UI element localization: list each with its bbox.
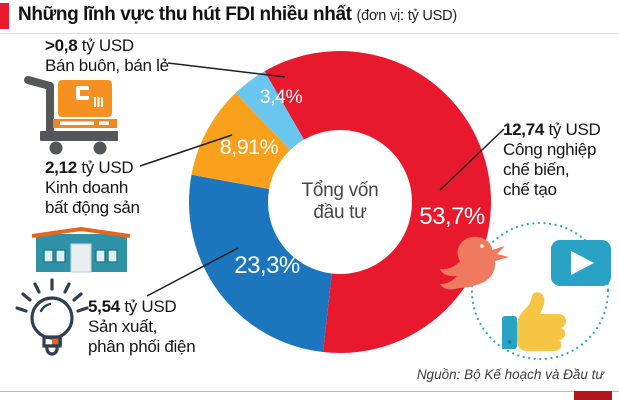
manufacturing-desc2: chế biến, [503, 160, 570, 179]
brand-mark [574, 391, 612, 400]
power-value: 5,54 [88, 297, 120, 316]
label-retail: >0,8 tỷ USD Bán buôn, bán lẻ [45, 36, 169, 76]
callout-line-retail [167, 62, 286, 78]
dotted-circle-decoration [470, 221, 610, 361]
percent-label: 53,7% [419, 203, 485, 230]
donut-slice-3 [191, 92, 291, 190]
percent-labels: 53,7% 23,3% 8,91% 3,4% [220, 86, 486, 279]
power-desc2: phân phối điện [88, 337, 196, 356]
header-divider [0, 33, 619, 34]
page-title-text: Những lĩnh vực thu hút FDI nhiều nhất [18, 4, 352, 25]
center-line2: đầu tư [313, 202, 367, 223]
lightbulb-icon [15, 278, 89, 356]
play-button-icon [551, 240, 611, 286]
donut-slices [189, 50, 492, 353]
realestate-value-line: 2,12 tỷ USD [45, 158, 140, 178]
donut-center-label: Tổng vốn đầu tư [265, 180, 415, 224]
callout-line-power [146, 247, 239, 297]
realestate-unit: tỷ USD [76, 158, 134, 177]
title-accent-bar [0, 3, 9, 29]
retail-desc: Bán buôn, bán lẻ [45, 56, 169, 75]
realestate-desc2: bất động sản [45, 198, 140, 217]
realestate-desc1: Kinh doanh [45, 178, 129, 197]
retail-value: >0,8 [45, 36, 78, 55]
power-desc1: Sản xuất, [88, 317, 158, 336]
retail-value-line: >0,8 tỷ USD [45, 36, 169, 56]
donut-slice-2 [189, 174, 332, 353]
page-title-unit: (đơn vị: tỷ USD) [356, 8, 458, 24]
center-line1: Tổng vốn [301, 180, 379, 201]
thumbs-up-icon [502, 292, 566, 351]
donut-slice-1 [264, 50, 492, 353]
callout-lines [139, 62, 505, 297]
warehouse-icon [31, 226, 131, 273]
percent-label: 23,3% [234, 252, 300, 279]
callout-line-manufacturing [439, 128, 505, 191]
percent-label: 3,4% [260, 86, 303, 108]
callout-line-realestate [139, 134, 233, 167]
page-title: Những lĩnh vực thu hút FDI nhiều nhất (đ… [18, 4, 457, 26]
power-unit: tỷ USD [119, 297, 177, 316]
bird-icon [440, 236, 509, 290]
manufacturing-unit: tỷ USD [544, 120, 601, 139]
donut-slice-4 [235, 71, 304, 150]
warehouse-door [70, 243, 92, 273]
manufacturing-desc1: Công nghiệp [503, 140, 597, 159]
play-triangle [571, 251, 594, 275]
bird-eye [480, 244, 484, 248]
manufacturing-desc3: chế tạo [503, 180, 557, 199]
realestate-value: 2,12 [45, 158, 77, 177]
power-value-line: 5,54 tỷ USD [88, 297, 195, 317]
manufacturing-value-line: 12,74 tỷ USD [503, 120, 601, 140]
percent-label: 8,91% [220, 135, 279, 159]
source-note: Nguồn: Bộ Kế hoạch và Đầu tư [416, 367, 604, 382]
label-realestate: 2,12 tỷ USD Kinh doanh bất động sản [45, 158, 140, 218]
footer-divider [0, 391, 619, 392]
label-manufacturing: 12,74 tỷ USD Công nghiệp chế biến, chế t… [503, 120, 601, 200]
label-power: 5,54 tỷ USD Sản xuất, phân phối điện [88, 297, 196, 357]
handcart-icon [24, 76, 118, 155]
retail-unit: tỷ USD [77, 36, 134, 55]
manufacturing-value: 12,74 [503, 120, 545, 139]
